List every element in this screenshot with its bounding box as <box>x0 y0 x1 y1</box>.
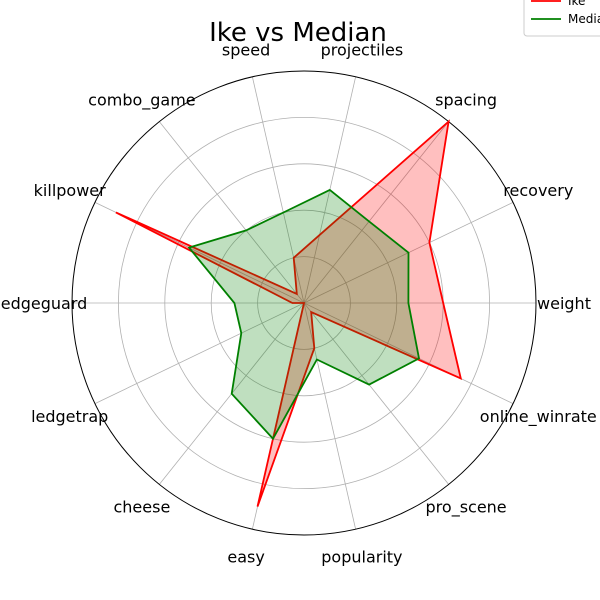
axis-label-pro-scene: pro_scene <box>426 497 507 517</box>
axis-label-ledgetrap: ledgetrap <box>31 407 108 426</box>
axis-label-speed: speed <box>222 41 270 60</box>
grid-spoke <box>251 76 305 304</box>
axis-label-combo-game: combo_game <box>88 91 196 111</box>
legend-label-median: Median <box>568 12 600 26</box>
radar-grid <box>71 70 537 536</box>
grid-spoke <box>303 121 449 304</box>
grid-spoke <box>303 302 514 405</box>
axis-label-killpower: killpower <box>34 181 106 200</box>
axis-label-online-winrate: online_winrate <box>480 407 597 427</box>
series-line-ike <box>115 119 463 507</box>
series-fill-median <box>189 189 419 439</box>
axis-label-spacing: spacing <box>435 91 497 110</box>
outer-frame <box>71 70 537 536</box>
legend-label-ike: Ike <box>568 0 585 8</box>
axis-label-weight: weight <box>537 294 591 313</box>
grid-spoke <box>94 302 305 405</box>
series-line-median <box>187 188 421 441</box>
axis-label-recovery: recovery <box>503 181 573 200</box>
axis-label-projectiles: projectiles <box>321 41 404 60</box>
series-fill-ike <box>115 121 461 507</box>
legend: Ike Median <box>523 0 600 37</box>
axis-label-popularity: popularity <box>321 548 402 567</box>
axis-label-cheese: cheese <box>113 497 170 516</box>
series-layer <box>115 119 463 507</box>
axis-label-easy: easy <box>227 548 264 567</box>
grid-spoke <box>303 302 449 485</box>
axis-label-edgeguard: edgeguard <box>1 294 88 313</box>
grid-spoke <box>159 121 305 304</box>
legend-box <box>523 0 600 37</box>
axis-labels: weight recovery spacing projectiles speed com… <box>1 41 597 567</box>
chart-title: Ike vs Median <box>209 18 387 48</box>
grid-spoke <box>303 302 357 530</box>
